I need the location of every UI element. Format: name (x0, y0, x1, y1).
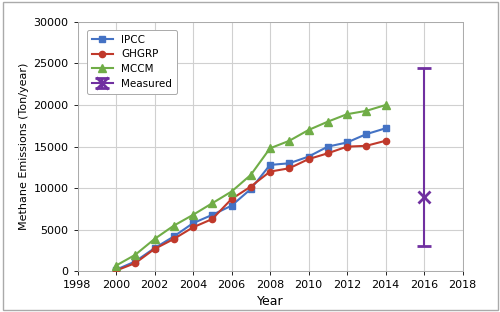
MCCM (306, 128, 312, 132)
IPCC (344, 141, 350, 144)
IPCC (113, 268, 119, 272)
GHGRP (267, 170, 273, 173)
GHGRP (190, 226, 196, 229)
GHGRP (113, 269, 119, 272)
IPCC (132, 260, 138, 263)
Line: GHGRP: GHGRP (113, 138, 388, 274)
GHGRP (248, 185, 254, 188)
GHGRP (132, 261, 138, 265)
IPCC (286, 161, 292, 165)
Y-axis label: Methane Emissions (Ton/year): Methane Emissions (Ton/year) (19, 63, 29, 230)
X-axis label: Year: Year (256, 295, 283, 308)
MCCM (286, 139, 292, 143)
Line: IPCC: IPCC (113, 125, 388, 273)
IPCC (325, 145, 331, 149)
GHGRP (363, 144, 369, 148)
GHGRP (228, 197, 234, 201)
IPCC (152, 246, 158, 250)
GHGRP (382, 139, 388, 143)
MCCM (152, 237, 158, 241)
MCCM (228, 190, 234, 193)
IPCC (171, 235, 177, 238)
MCCM (248, 173, 254, 177)
MCCM (344, 112, 350, 116)
MCCM (363, 109, 369, 113)
MCCM (325, 120, 331, 124)
Line: MCCM: MCCM (112, 101, 390, 270)
Legend: IPCC, GHGRP, MCCM, Measured: IPCC, GHGRP, MCCM, Measured (86, 30, 177, 94)
MCCM (132, 253, 138, 257)
IPCC (228, 204, 234, 207)
GHGRP (306, 157, 312, 161)
MCCM (267, 146, 273, 150)
IPCC (209, 213, 215, 217)
MCCM (209, 201, 215, 205)
GHGRP (209, 217, 215, 221)
IPCC (267, 163, 273, 167)
IPCC (306, 155, 312, 158)
IPCC (248, 187, 254, 191)
GHGRP (344, 145, 350, 149)
MCCM (113, 264, 119, 267)
MCCM (382, 103, 388, 107)
GHGRP (152, 247, 158, 251)
GHGRP (325, 151, 331, 155)
MCCM (190, 213, 196, 217)
MCCM (171, 224, 177, 227)
IPCC (363, 132, 369, 136)
IPCC (190, 221, 196, 225)
GHGRP (171, 237, 177, 241)
GHGRP (286, 166, 292, 170)
IPCC (382, 126, 388, 130)
